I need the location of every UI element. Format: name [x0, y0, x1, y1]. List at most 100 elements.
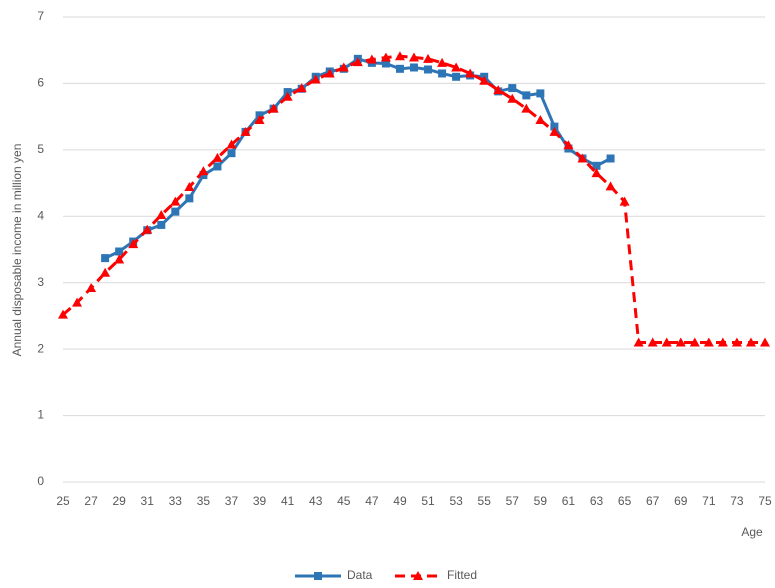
marker — [296, 83, 307, 93]
x-tick-label: 63 — [590, 494, 604, 508]
marker — [424, 65, 433, 74]
x-tick-label: 51 — [421, 494, 435, 508]
marker — [395, 64, 404, 73]
marker — [142, 224, 153, 234]
marker — [58, 309, 68, 319]
marker — [240, 126, 251, 136]
x-tick-label: 43 — [309, 494, 323, 508]
marker — [605, 181, 616, 191]
marker — [185, 194, 194, 203]
legend-label: Data — [347, 568, 373, 582]
marker — [508, 84, 517, 93]
y-tick-label: 3 — [37, 275, 44, 289]
marker — [479, 75, 490, 85]
x-tick-label: 75 — [758, 494, 772, 508]
marker — [689, 337, 700, 347]
marker — [675, 337, 686, 347]
marker — [212, 152, 223, 162]
marker — [577, 153, 588, 163]
marker — [352, 57, 363, 67]
marker — [437, 57, 448, 67]
marker — [549, 126, 560, 136]
marker — [213, 162, 222, 171]
x-tick-label: 35 — [197, 494, 211, 508]
x-tick-label: 47 — [365, 494, 379, 508]
legend-marker — [413, 571, 423, 580]
marker — [198, 166, 209, 176]
marker — [717, 337, 728, 347]
x-tick-label: 49 — [393, 494, 407, 508]
marker — [310, 74, 321, 84]
legend-marker — [314, 572, 322, 580]
marker — [619, 196, 630, 206]
x-tick-label: 65 — [618, 494, 632, 508]
marker — [563, 140, 574, 150]
marker — [760, 337, 770, 347]
y-tick-label: 4 — [37, 208, 44, 222]
marker — [338, 62, 349, 72]
x-tick-label: 37 — [225, 494, 239, 508]
x-tick-label: 61 — [562, 494, 576, 508]
marker — [633, 337, 644, 347]
series-line — [104, 57, 612, 260]
marker — [452, 72, 461, 81]
marker — [170, 196, 181, 206]
x-tick-label: 55 — [478, 494, 492, 508]
series-line — [62, 54, 765, 344]
x-tick-label: 31 — [141, 494, 155, 508]
marker — [100, 267, 111, 277]
marker — [731, 337, 742, 347]
x-tick-label: 39 — [253, 494, 267, 508]
marker — [536, 89, 545, 98]
x-tick-label: 33 — [169, 494, 183, 508]
y-tick-label: 0 — [37, 474, 44, 488]
marker — [268, 103, 279, 113]
marker — [157, 220, 166, 229]
marker — [423, 53, 434, 63]
y-tick-label: 5 — [37, 142, 44, 156]
marker — [535, 114, 546, 124]
marker — [394, 51, 405, 61]
marker — [171, 207, 180, 216]
marker — [647, 337, 658, 347]
marker — [254, 114, 265, 124]
marker — [592, 161, 601, 170]
marker — [703, 337, 714, 347]
y-tick-label: 1 — [37, 408, 44, 422]
marker — [661, 337, 672, 347]
marker — [282, 91, 293, 101]
marker — [324, 68, 335, 78]
x-tick-label: 41 — [281, 494, 295, 508]
y-tick-label: 7 — [37, 9, 44, 23]
marker — [410, 63, 418, 72]
x-tick-label: 71 — [702, 494, 716, 508]
x-tick-label: 67 — [646, 494, 660, 508]
marker — [101, 254, 110, 263]
marker — [409, 52, 419, 62]
marker — [227, 149, 236, 158]
marker — [550, 122, 559, 131]
x-tick-label: 27 — [84, 494, 98, 508]
marker — [366, 54, 377, 64]
marker — [381, 59, 390, 68]
marker — [226, 139, 237, 149]
legend-label: Fitted — [447, 568, 477, 582]
marker — [493, 85, 504, 95]
marker — [156, 209, 167, 219]
marker — [184, 182, 195, 192]
marker — [606, 154, 615, 163]
y-axis-title: Annual disposable income in million yen — [10, 144, 24, 357]
marker — [438, 69, 447, 78]
marker — [114, 254, 125, 264]
marker — [591, 168, 602, 178]
x-tick-label: 29 — [112, 494, 126, 508]
x-tick-label: 57 — [506, 494, 520, 508]
x-axis-title: Age — [741, 525, 763, 539]
marker — [115, 247, 124, 256]
x-tick-label: 25 — [56, 494, 70, 508]
x-tick-label: 53 — [449, 494, 463, 508]
y-tick-label: 2 — [37, 341, 44, 355]
x-tick-label: 45 — [337, 494, 351, 508]
marker — [745, 337, 756, 347]
